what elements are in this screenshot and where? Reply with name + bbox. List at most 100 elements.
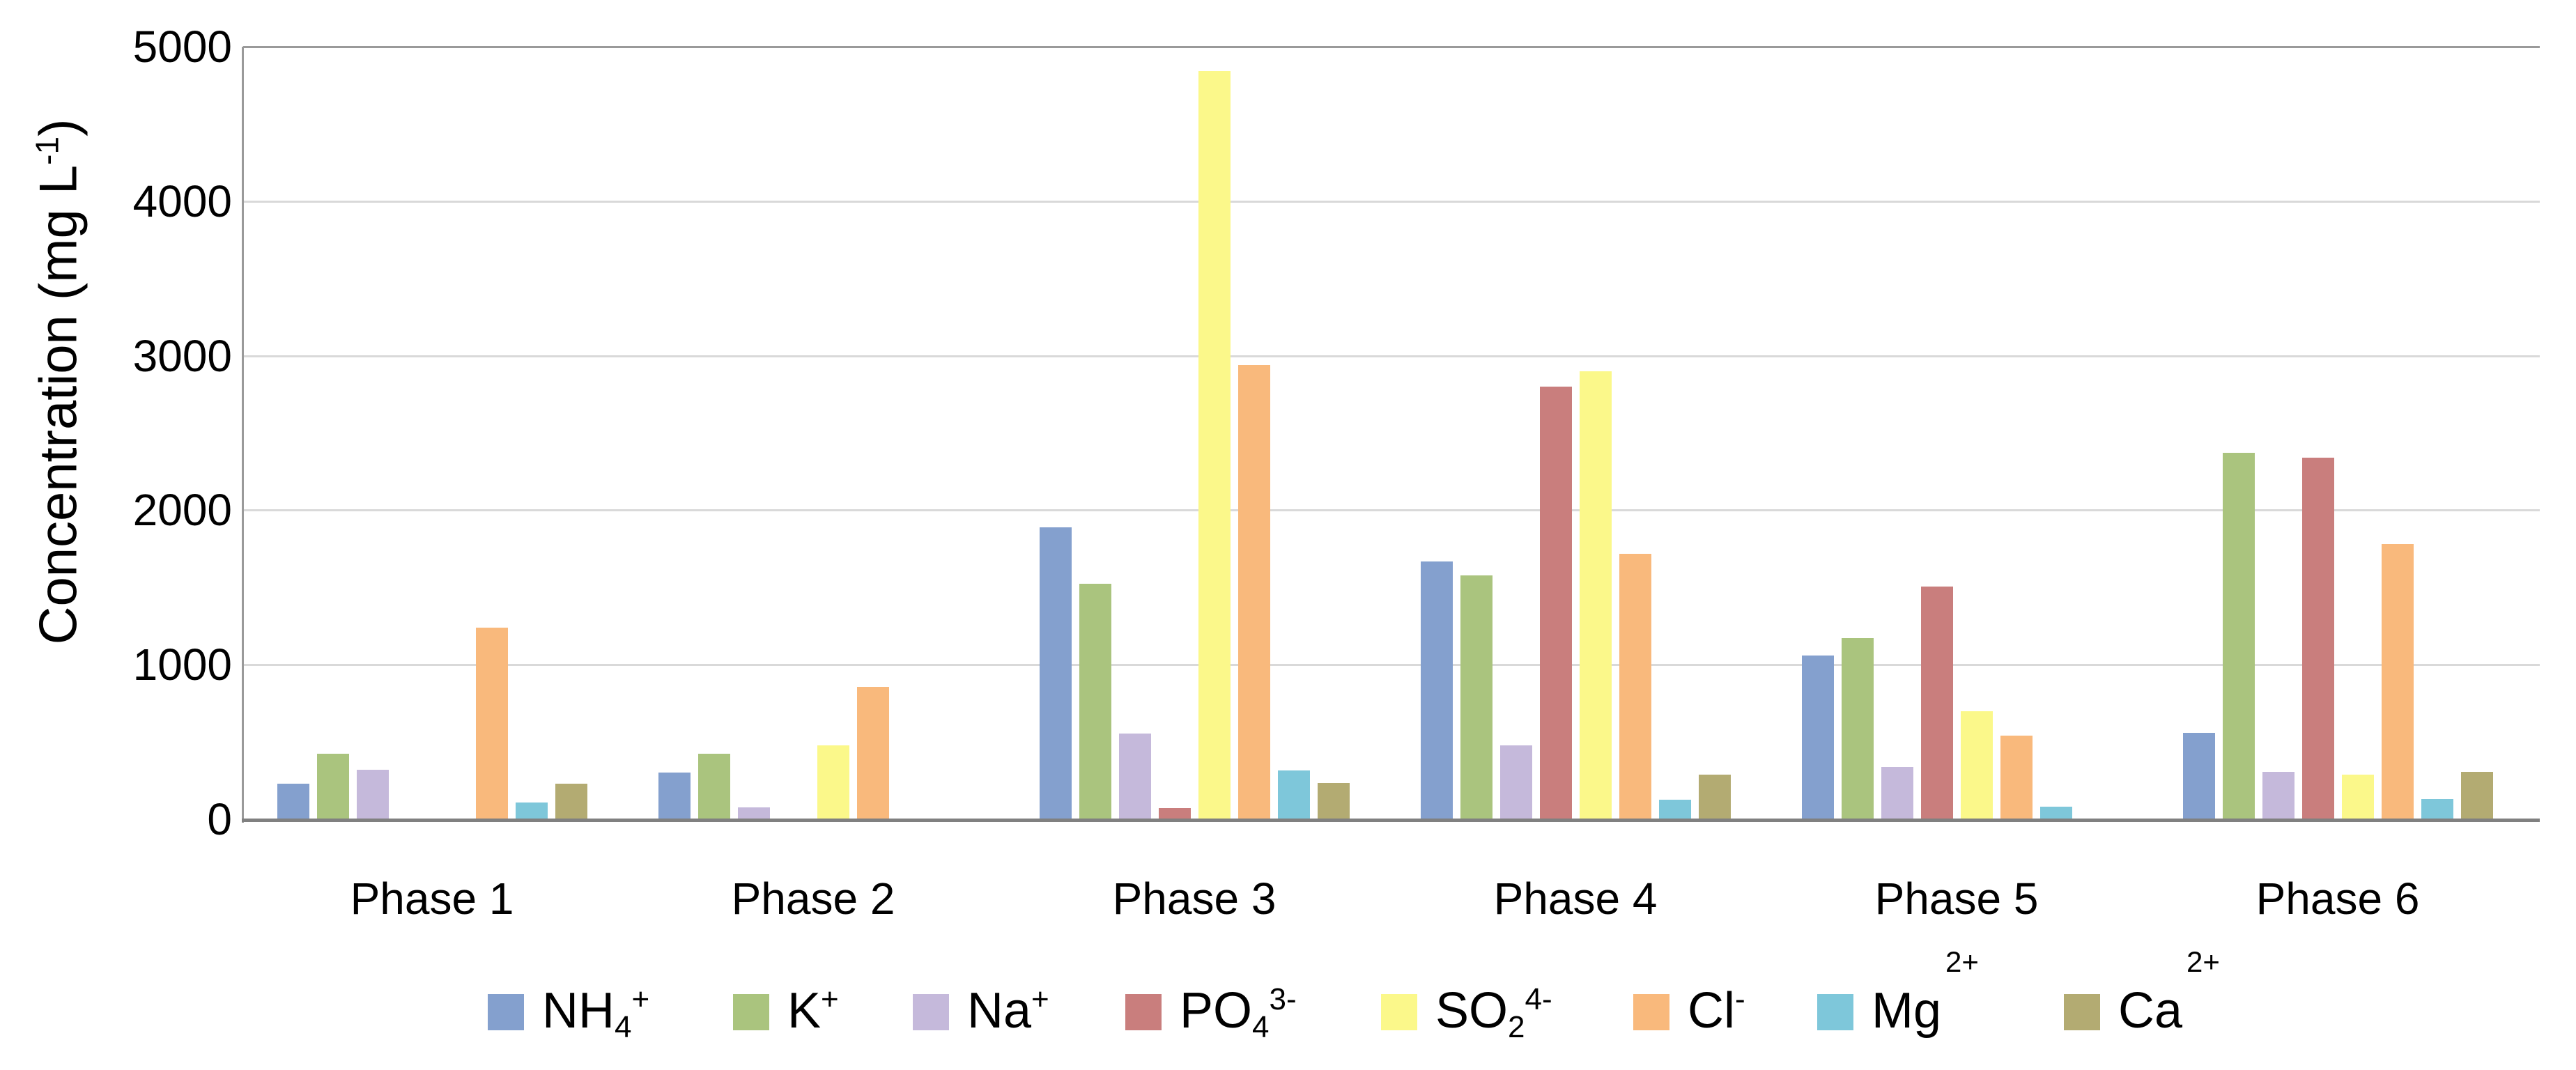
legend-swatch-K+ — [733, 994, 769, 1030]
bar-phase3-Na+ — [1118, 733, 1151, 819]
bar-phase6-Mg2+ — [2421, 799, 2453, 819]
legend-label-Mg2+: Mg2+ — [1872, 945, 1979, 1043]
bar-phase5-NH4+ — [1801, 655, 1834, 819]
bar-phase4-PO43- — [1539, 386, 1572, 819]
y-axis-title-segment: Concentration (mg L — [29, 164, 88, 645]
bar-phase6-K+ — [2222, 453, 2255, 819]
bar-phase1-K+ — [316, 753, 349, 819]
legend-item-PO43-: PO43- — [1125, 982, 1297, 1044]
legend-item-Mg2+: Mg2+ — [1817, 945, 1979, 1043]
legend-label-segment: 2 — [1508, 1010, 1525, 1044]
legend-label-segment: Ca — [2118, 983, 2183, 1039]
legend-swatch-NH4+ — [488, 994, 524, 1030]
bar-phase5-Na+ — [1881, 766, 1913, 819]
y-axis-title-segment: -1 — [29, 136, 65, 165]
x-category-label-4: Phase 4 — [1493, 874, 1658, 924]
legend-swatch-Ca2+ — [2064, 994, 2100, 1030]
legend-swatch-Cl- — [1633, 994, 1669, 1030]
legend-label-SO24-: SO24- — [1435, 982, 1552, 1044]
bar-phase2-K+ — [697, 753, 730, 819]
bar-phase6-Na+ — [2262, 772, 2295, 819]
bar-phase1-Cl- — [475, 627, 508, 819]
x-axis-line — [242, 819, 2540, 822]
legend-label-segment: 2+ — [2186, 945, 2220, 978]
bar-phase1-Mg2+ — [515, 802, 548, 819]
y-tick-label-1000: 1000 — [132, 639, 232, 690]
bar-phase4-K+ — [1460, 575, 1493, 819]
gridline-3000 — [243, 355, 2540, 357]
bar-phase3-K+ — [1079, 583, 1111, 819]
bar-phase3-NH4+ — [1039, 527, 1072, 819]
legend-swatch-SO24- — [1381, 994, 1417, 1030]
bar-phase2-Na+ — [737, 807, 770, 819]
bar-phase4-Cl- — [1619, 553, 1651, 819]
legend-label-K+: K+ — [787, 982, 839, 1043]
legend-label-NH4+: NH4+ — [542, 982, 649, 1044]
bar-phase4-NH4+ — [1420, 561, 1453, 819]
bar-phase5-PO43- — [1920, 587, 1953, 819]
y-tick-label-5000: 5000 — [132, 22, 232, 72]
x-category-label-5: Phase 5 — [1874, 874, 2039, 924]
bar-phase6-NH4+ — [2182, 732, 2215, 819]
legend-label-segment: 2+ — [1945, 945, 1979, 978]
legend-item-Ca2+: Ca2+ — [2064, 945, 2220, 1043]
y-tick-label-3000: 3000 — [132, 330, 232, 381]
legend-item-NH4+: NH4+ — [488, 982, 649, 1044]
bar-phase6-SO24- — [2341, 774, 2374, 819]
legend-label-segment: NH — [542, 983, 615, 1039]
bar-phase3-SO24- — [1198, 71, 1231, 819]
x-category-label-1: Phase 1 — [350, 874, 514, 924]
legend-label-segment: + — [821, 982, 839, 1016]
legend-label-segment: 4 — [615, 1010, 632, 1044]
legend-label-segment: Cl — [1688, 983, 1735, 1039]
legend-label-segment: K — [787, 983, 822, 1039]
gridline-1000 — [243, 664, 2540, 667]
legend-label-segment: + — [631, 982, 650, 1016]
legend-label-segment: 4- — [1525, 982, 1552, 1016]
bar-phase4-Mg2+ — [1658, 800, 1691, 819]
legend-item-Na+: Na+ — [913, 982, 1049, 1043]
y-tick-label-0: 0 — [207, 794, 232, 844]
bar-phase2-SO24- — [817, 745, 849, 819]
legend-swatch-Mg2+ — [1817, 994, 1853, 1030]
bar-phase6-Ca2+ — [2460, 772, 2493, 819]
legend-label-segment: SO — [1435, 983, 1509, 1039]
bar-phase5-K+ — [1841, 638, 1874, 819]
x-category-label-3: Phase 3 — [1112, 874, 1277, 924]
legend-label-segment: + — [1031, 982, 1049, 1016]
y-axis-title-segment: ) — [29, 118, 88, 137]
legend-swatch-PO43- — [1125, 994, 1162, 1030]
legend-label-segment: PO — [1180, 983, 1253, 1039]
legend-label-segment: Na — [967, 983, 1032, 1039]
bar-phase5-Cl- — [2000, 736, 2033, 819]
bar-phase1-NH4+ — [277, 783, 309, 819]
legend-label-PO43-: PO43- — [1180, 982, 1297, 1044]
bar-phase5-Mg2+ — [2039, 807, 2072, 819]
bar-phase5-SO24- — [1960, 711, 1993, 819]
legend-item-SO24-: SO24- — [1381, 982, 1552, 1044]
bar-phase3-Ca2+ — [1317, 782, 1350, 819]
legend-label-segment: 3- — [1269, 982, 1297, 1016]
bar-phase3-Cl- — [1237, 364, 1270, 819]
bar-phase1-Na+ — [356, 770, 389, 819]
legend-label-Na+: Na+ — [967, 982, 1049, 1043]
legend-item-Cl-: Cl- — [1633, 982, 1745, 1043]
legend-swatch-Na+ — [913, 994, 949, 1030]
y-tick-label-4000: 4000 — [132, 176, 232, 226]
bar-phase2-Cl- — [856, 687, 889, 819]
bar-phase4-Na+ — [1499, 745, 1532, 819]
y-tick-label-2000: 2000 — [132, 485, 232, 536]
legend-label-segment: 4 — [1252, 1010, 1270, 1044]
legend-label-segment: Mg — [1872, 983, 1942, 1039]
plot-top-border — [243, 46, 2540, 48]
bar-phase4-Ca2+ — [1698, 774, 1731, 819]
bar-phase2-NH4+ — [658, 773, 691, 819]
bar-phase1-Ca2+ — [555, 783, 587, 819]
x-category-label-2: Phase 2 — [731, 874, 895, 924]
x-category-label-6: Phase 6 — [2255, 874, 2420, 924]
gridline-2000 — [243, 509, 2540, 512]
bar-phase6-PO43- — [2301, 457, 2334, 819]
bar-phase3-Mg2+ — [1277, 770, 1310, 819]
legend-item-K+: K+ — [733, 982, 839, 1043]
